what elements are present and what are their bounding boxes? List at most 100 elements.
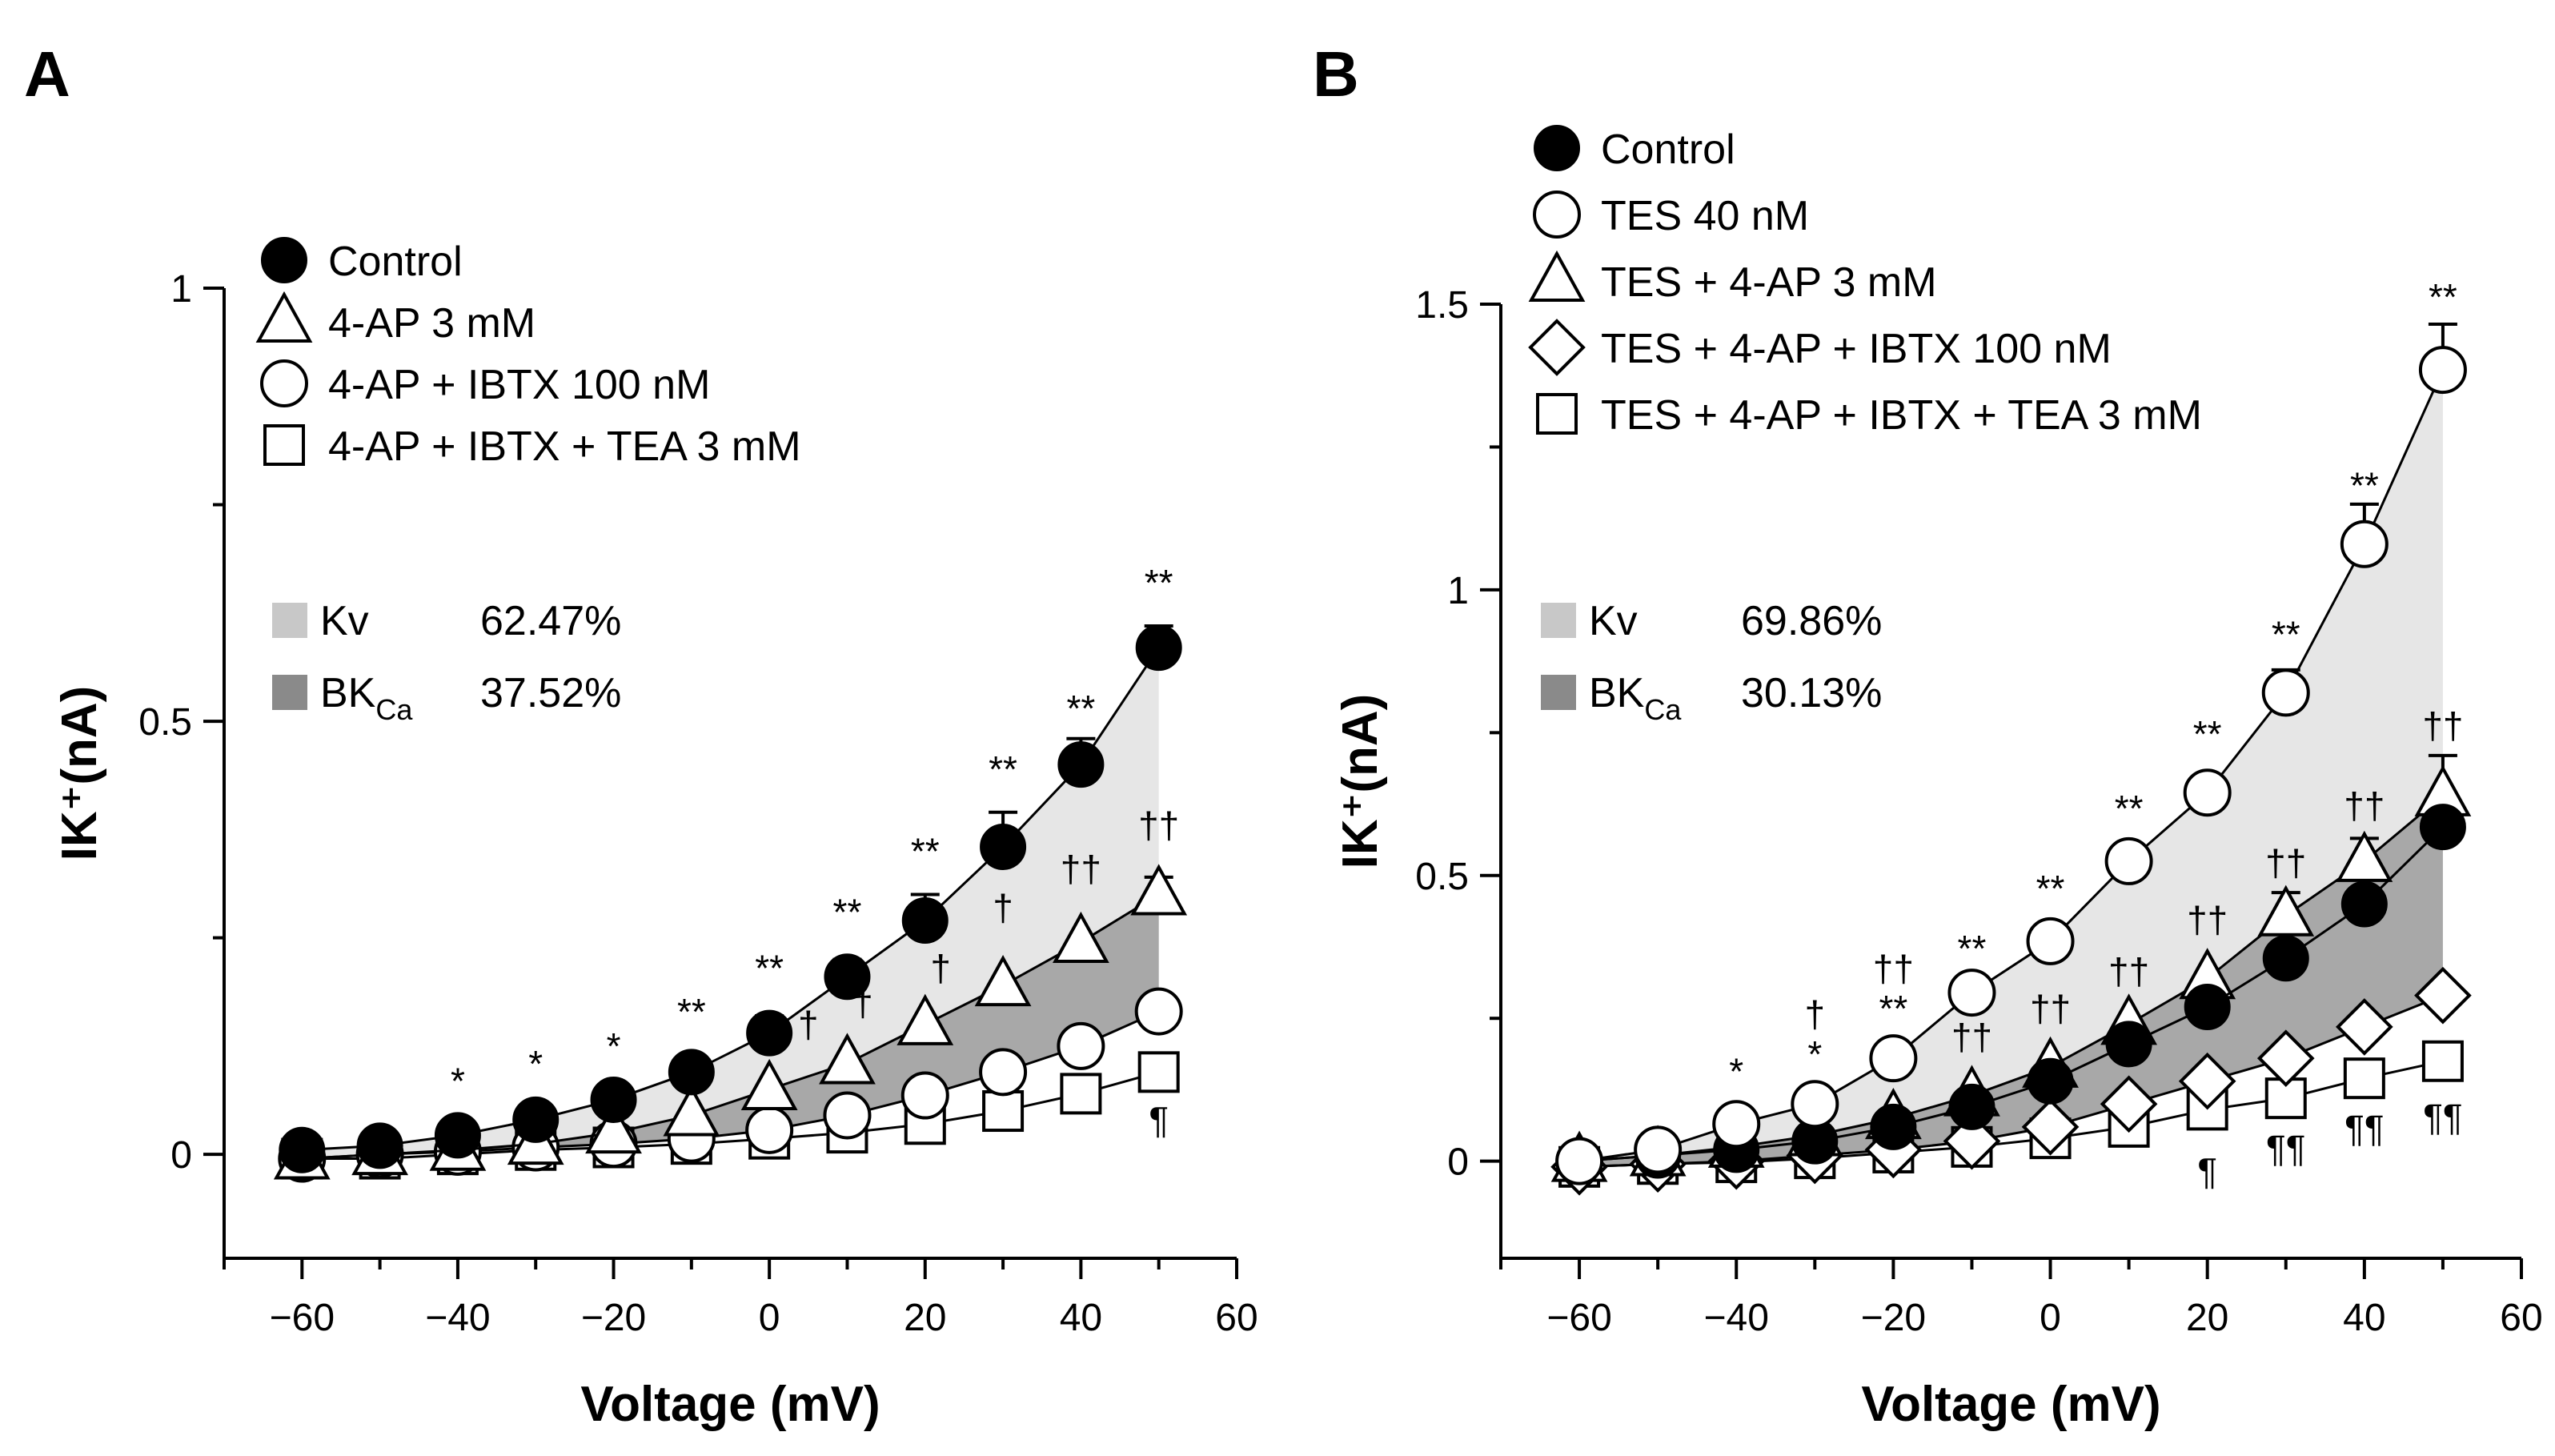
significance-annotation: ** <box>1879 988 1907 1029</box>
x-tick-label: −20 <box>1861 1297 1926 1339</box>
x-tick-label: 20 <box>904 1297 946 1339</box>
legend-marker <box>255 291 313 343</box>
data-point <box>2104 836 2153 885</box>
significance-annotation: †† <box>1873 948 1914 989</box>
legend-label: TES + 4-AP + IBTX 100 nM <box>1601 326 2112 372</box>
y-tick-label: 1.5 <box>1415 284 1469 327</box>
legend-label: TES + 4-AP + IBTX + TEA 3 mM <box>1601 392 2202 439</box>
data-point <box>2256 1029 2315 1088</box>
significance-annotation: †† <box>2187 899 2228 941</box>
y-tick-label: 0 <box>170 1134 192 1177</box>
data-point <box>1947 969 1996 1017</box>
data-point <box>2340 519 2389 568</box>
significance-annotation: †† <box>2422 704 2463 746</box>
significance-annotation: ¶ <box>2197 1150 2217 1192</box>
data-point <box>2336 998 2393 1056</box>
data-point <box>1948 1083 1995 1130</box>
y-tick-label: 0.5 <box>138 701 192 744</box>
significance-annotation: †† <box>2108 950 2149 992</box>
legend-marker <box>263 424 305 466</box>
data-point <box>1057 741 1105 788</box>
data-point <box>1712 1100 1761 1149</box>
percent-label-main: BK <box>320 670 376 716</box>
significance-annotation: ** <box>1145 562 1173 604</box>
data-point <box>901 896 949 944</box>
data-point <box>434 1112 481 1159</box>
legend-label: 4-AP + IBTX 100 nM <box>328 362 710 408</box>
legend-marker <box>260 359 308 407</box>
percent-value: 37.52% <box>480 670 621 716</box>
percent-label: BKCa <box>320 670 413 726</box>
percent-value: 62.47% <box>480 598 621 644</box>
data-point <box>2021 1098 2080 1156</box>
significance-annotation: †† <box>2265 842 2306 884</box>
data-point <box>980 823 1027 870</box>
legend-marker <box>1534 125 1580 171</box>
series-control <box>279 624 1182 1173</box>
significance-annotation: ** <box>1958 928 1987 969</box>
significance-annotation: ** <box>2193 713 2222 755</box>
x-tick-label: 0 <box>759 1297 780 1339</box>
percent-label-sub: Ca <box>1644 693 1682 726</box>
panel-letter: A <box>24 38 70 110</box>
significance-annotation: † <box>930 948 951 989</box>
significance-annotation: ** <box>2036 868 2065 909</box>
data-point <box>1057 1021 1105 1070</box>
data-point <box>974 954 1032 1007</box>
percent-swatch <box>1541 603 1576 638</box>
data-point <box>1870 1103 1917 1150</box>
significance-annotation: * <box>1807 1033 1822 1075</box>
percent-label-main: Kv <box>1589 598 1638 644</box>
legend-label: TES + 4-AP 3 mM <box>1601 259 1937 306</box>
data-point <box>590 1076 637 1123</box>
data-point <box>2105 1021 2152 1068</box>
significance-annotation: † <box>798 1004 819 1045</box>
legend-marker <box>1533 191 1581 239</box>
data-point <box>1869 1034 1918 1083</box>
data-point <box>2343 1057 2385 1100</box>
shaded-region-kv <box>1579 370 2443 1161</box>
legend-label: 4-AP 3 mM <box>328 300 535 347</box>
data-point <box>2414 966 2472 1025</box>
x-axis-title: Voltage (mV) <box>580 1377 880 1432</box>
data-point <box>746 1009 793 1057</box>
data-point <box>1634 1125 1683 1174</box>
x-axis-title: Voltage (mV) <box>1861 1377 2160 1432</box>
legend-marker <box>261 237 307 283</box>
data-point <box>979 1048 1028 1097</box>
y-tick-label: 0 <box>1447 1141 1469 1184</box>
significance-annotation: † <box>1805 993 1826 1035</box>
significance-annotation: †† <box>1138 804 1179 846</box>
x-tick-label: 60 <box>2500 1297 2542 1339</box>
significance-annotation: ** <box>911 831 940 872</box>
data-point <box>1943 1112 2001 1170</box>
data-point <box>824 953 871 1001</box>
x-tick-label: 60 <box>1215 1297 1257 1339</box>
percent-label-main: Kv <box>320 598 369 644</box>
data-point <box>740 1058 798 1110</box>
data-point <box>1134 987 1183 1036</box>
x-tick-label: −60 <box>1546 1297 1611 1339</box>
data-point <box>2100 1075 2158 1133</box>
legend-label: Control <box>1601 126 1735 173</box>
legend-marker <box>1536 393 1578 435</box>
percent-label: Kv <box>320 598 369 644</box>
x-tick-label: −40 <box>425 1297 490 1339</box>
significance-annotation: ** <box>755 948 784 989</box>
data-point <box>2261 668 2310 717</box>
data-point <box>1060 1073 1102 1115</box>
significance-annotation: ¶ <box>1149 1099 1169 1141</box>
percent-label-main: BK <box>1589 670 1645 716</box>
significance-annotation: † <box>993 887 1013 929</box>
data-point <box>2262 935 2309 982</box>
data-point <box>512 1096 560 1143</box>
significance-annotation: ** <box>833 891 862 933</box>
significance-annotation: ** <box>2115 788 2144 829</box>
x-tick-label: −40 <box>1704 1297 1769 1339</box>
y-tick-label: 1 <box>170 268 192 311</box>
legend-marker <box>1528 250 1586 302</box>
significance-annotation: †† <box>1061 848 1101 889</box>
significance-annotation: * <box>1729 1050 1743 1092</box>
percent-value: 69.86% <box>1741 598 1882 644</box>
